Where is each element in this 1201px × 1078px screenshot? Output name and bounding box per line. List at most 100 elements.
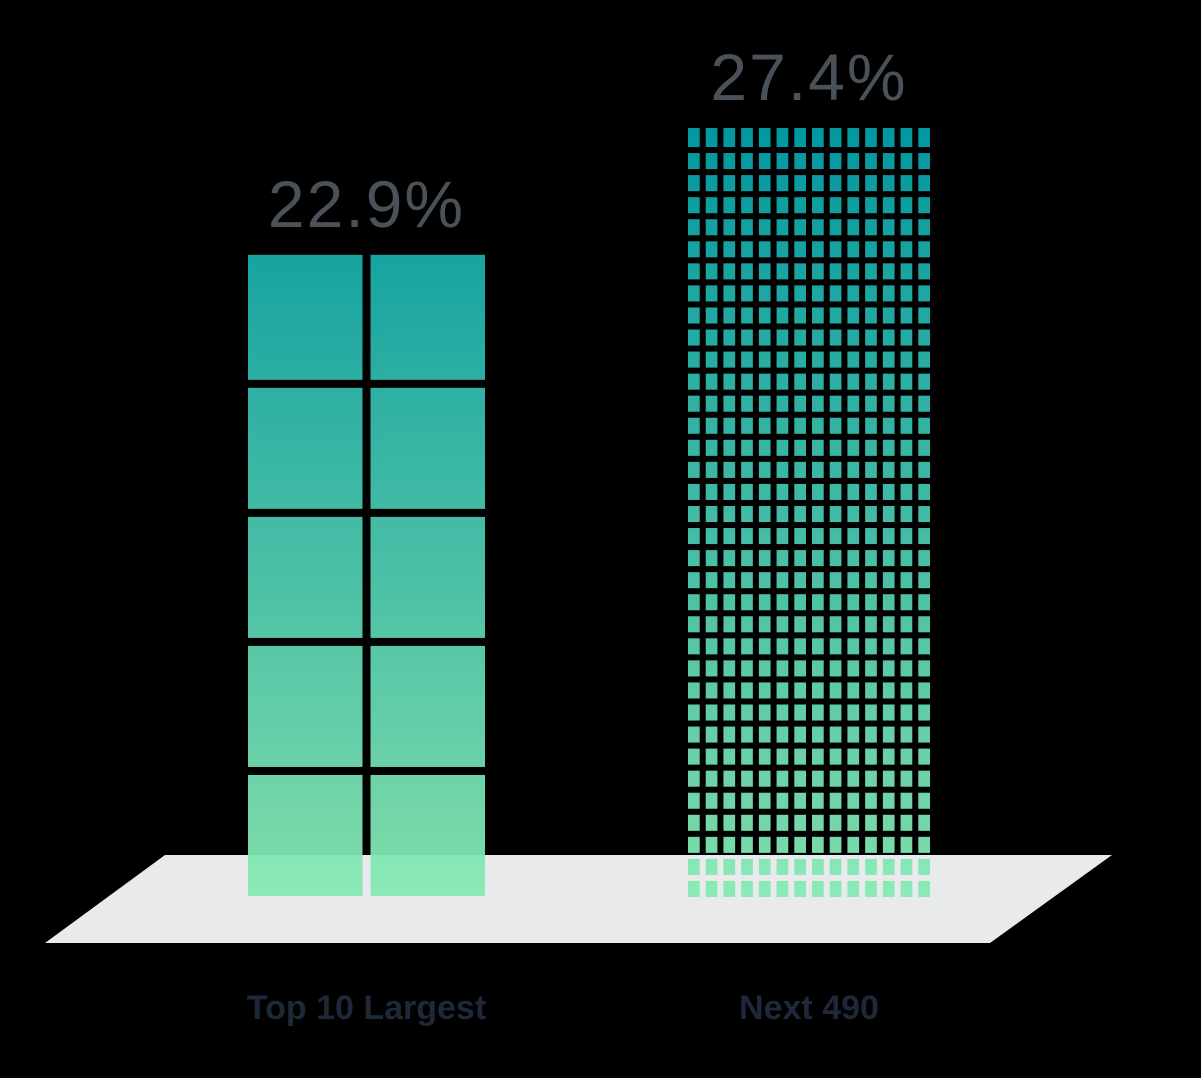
bar-cell bbox=[776, 638, 789, 655]
bar-cell bbox=[705, 572, 718, 589]
bar-cell bbox=[705, 263, 718, 280]
bar-cell bbox=[829, 417, 842, 434]
bar-cell bbox=[900, 792, 913, 809]
bar-cell bbox=[248, 387, 363, 509]
bar-cell bbox=[741, 329, 753, 346]
bar-cell bbox=[900, 263, 913, 280]
bar-cell bbox=[847, 461, 860, 478]
bar-cell bbox=[794, 748, 806, 765]
bar-cell bbox=[758, 307, 771, 324]
bar-cell bbox=[794, 417, 806, 434]
bar-cell bbox=[723, 726, 736, 743]
bar-cell bbox=[829, 682, 842, 699]
bar-cell bbox=[847, 594, 860, 611]
bar-cell bbox=[705, 858, 718, 875]
bar-cell bbox=[723, 461, 736, 478]
bar-cell bbox=[758, 814, 771, 831]
bar-cell bbox=[248, 254, 363, 380]
bar-cell bbox=[812, 528, 824, 545]
bar-cell bbox=[812, 836, 824, 853]
bar-cell bbox=[812, 128, 824, 148]
bar-cell bbox=[847, 528, 860, 545]
bar-cell bbox=[918, 219, 930, 236]
bar-cell bbox=[741, 858, 753, 875]
bar-cell bbox=[794, 153, 806, 170]
bar-cell bbox=[865, 153, 877, 170]
bar-cell bbox=[918, 417, 930, 434]
bar-cell bbox=[741, 594, 753, 611]
bar-cell bbox=[882, 770, 895, 787]
bar-cell bbox=[688, 373, 700, 390]
bar-cell bbox=[705, 197, 718, 214]
bar-cell bbox=[741, 241, 753, 258]
bar-cell bbox=[776, 836, 789, 853]
bar-cell bbox=[723, 682, 736, 699]
bar-cell bbox=[688, 395, 700, 412]
bar-cell bbox=[900, 814, 913, 831]
bar-cell bbox=[865, 439, 877, 456]
bar-cell bbox=[865, 682, 877, 699]
bar-cell bbox=[688, 814, 700, 831]
bar-cell bbox=[829, 153, 842, 170]
bar-cell bbox=[776, 197, 789, 214]
bar-cell bbox=[741, 307, 753, 324]
bar-cell bbox=[882, 836, 895, 853]
bar-cell bbox=[741, 880, 753, 897]
bar-cell bbox=[776, 285, 789, 302]
bar-cell bbox=[758, 594, 771, 611]
bar-cell bbox=[688, 836, 700, 853]
bar-cell bbox=[900, 704, 913, 721]
bar-cell bbox=[847, 307, 860, 324]
bar-cell bbox=[688, 483, 700, 500]
bar-cell bbox=[741, 505, 753, 523]
bar-cell bbox=[829, 616, 842, 633]
bar-cell bbox=[812, 483, 824, 500]
bar-cell bbox=[847, 219, 860, 236]
bar-cell bbox=[794, 572, 806, 589]
bar-cell bbox=[847, 351, 860, 368]
bar-cell bbox=[918, 572, 930, 589]
bar-cell bbox=[900, 329, 913, 346]
bar-cell bbox=[812, 792, 824, 809]
bar-cell bbox=[794, 528, 806, 545]
bar-cell bbox=[741, 682, 753, 699]
bar-cell bbox=[900, 770, 913, 787]
bar-cell bbox=[918, 814, 930, 831]
bar-cell bbox=[847, 638, 860, 655]
bar-cell bbox=[723, 528, 736, 545]
bar-cell bbox=[776, 373, 789, 390]
bar-cell bbox=[741, 814, 753, 831]
bar-cell bbox=[900, 550, 913, 567]
bar-cell bbox=[900, 858, 913, 875]
bar-cell bbox=[829, 373, 842, 390]
bar-cell bbox=[688, 263, 700, 280]
bar-cell bbox=[865, 417, 877, 434]
bar-cell bbox=[865, 770, 877, 787]
bar-cell bbox=[741, 616, 753, 633]
bar-cell bbox=[688, 726, 700, 743]
bar-cell bbox=[829, 128, 842, 148]
bar-cell bbox=[741, 439, 753, 456]
bar-cell bbox=[776, 128, 789, 148]
bar-cell bbox=[865, 263, 877, 280]
bar-cell bbox=[776, 505, 789, 523]
bar-cell bbox=[829, 550, 842, 567]
bar-cell bbox=[758, 836, 771, 853]
bar-cell bbox=[900, 638, 913, 655]
bar-cell bbox=[705, 483, 718, 500]
bar-cell bbox=[865, 814, 877, 831]
bar-cell bbox=[812, 505, 824, 523]
bar-cell bbox=[705, 704, 718, 721]
bar-cell bbox=[705, 660, 718, 677]
bar-cell bbox=[794, 682, 806, 699]
bar-cell bbox=[900, 461, 913, 478]
bar-cell bbox=[723, 219, 736, 236]
bar-cell bbox=[812, 880, 824, 897]
bar-cell bbox=[918, 197, 930, 214]
bar-cell bbox=[812, 439, 824, 456]
bar-cell bbox=[829, 880, 842, 897]
bar-cell bbox=[248, 774, 363, 896]
bar-cell bbox=[900, 197, 913, 214]
bar-cell bbox=[688, 880, 700, 897]
bar-cell bbox=[758, 285, 771, 302]
